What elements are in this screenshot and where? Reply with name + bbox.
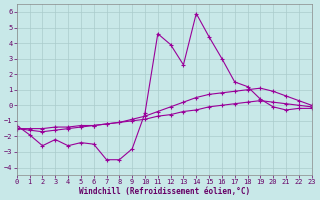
- X-axis label: Windchill (Refroidissement éolien,°C): Windchill (Refroidissement éolien,°C): [79, 187, 250, 196]
